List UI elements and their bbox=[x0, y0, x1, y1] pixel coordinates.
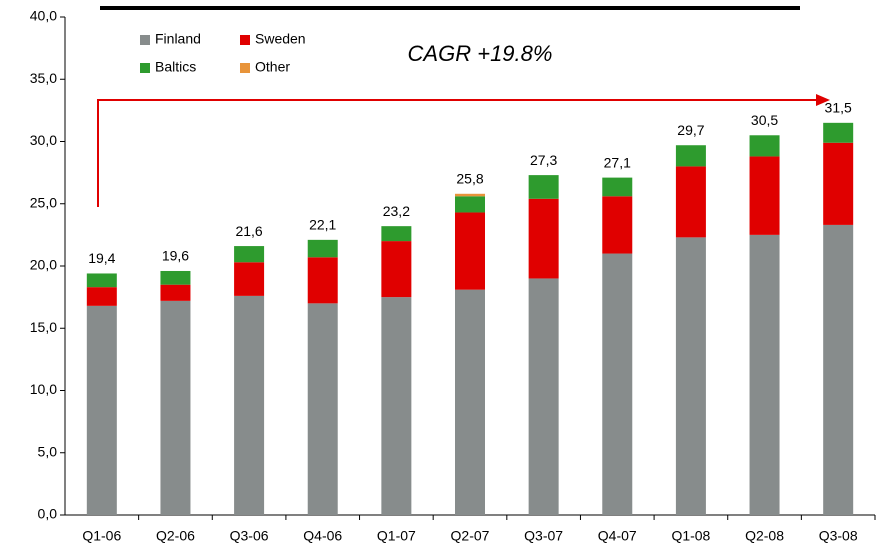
x-tick-label: Q2-06 bbox=[156, 528, 195, 544]
bar-segment bbox=[749, 135, 780, 157]
legend-label: Baltics bbox=[155, 59, 196, 75]
bar-segment bbox=[86, 287, 117, 306]
y-tick-label: 15,0 bbox=[30, 319, 57, 335]
legend-swatch bbox=[140, 63, 150, 73]
total-label: 31,5 bbox=[825, 100, 852, 116]
bar-segment bbox=[160, 300, 191, 515]
total-label: 19,4 bbox=[88, 250, 115, 266]
legend-swatch bbox=[240, 35, 250, 45]
bar-segment bbox=[455, 289, 485, 515]
total-label: 29,7 bbox=[677, 122, 704, 138]
y-tick-label: 5,0 bbox=[38, 443, 58, 459]
y-tick-label: 40,0 bbox=[30, 8, 57, 24]
bar-segment bbox=[455, 212, 485, 290]
bar-segment bbox=[528, 198, 559, 279]
bar-segment bbox=[160, 270, 191, 285]
bar-segment bbox=[307, 239, 338, 258]
x-tick-label: Q1-08 bbox=[671, 528, 710, 544]
x-tick-label: Q3-06 bbox=[230, 528, 269, 544]
total-label: 23,2 bbox=[383, 203, 410, 219]
bar-segment bbox=[307, 257, 338, 304]
bar-segment bbox=[381, 241, 412, 298]
bar-segment bbox=[234, 295, 265, 515]
bar-segment bbox=[602, 253, 633, 516]
total-label: 27,1 bbox=[604, 154, 631, 170]
bar-segment bbox=[455, 196, 485, 213]
y-tick-label: 35,0 bbox=[30, 70, 57, 86]
bar-segment bbox=[823, 224, 854, 516]
x-tick-label: Q2-08 bbox=[745, 528, 784, 544]
arrow-head bbox=[816, 94, 830, 106]
y-tick-label: 0,0 bbox=[38, 506, 58, 522]
bar-segment bbox=[160, 284, 191, 301]
x-tick-label: Q1-06 bbox=[82, 528, 121, 544]
bar-segment bbox=[381, 297, 412, 515]
bar-segment bbox=[86, 305, 117, 515]
bar-segment bbox=[749, 234, 780, 515]
bar-segment bbox=[381, 226, 412, 242]
bar-segment bbox=[749, 156, 780, 235]
annotation: CAGR +19.8% bbox=[408, 41, 553, 66]
x-tick-label: Q2-07 bbox=[451, 528, 490, 544]
legend-label: Sweden bbox=[255, 31, 306, 47]
y-tick-label: 20,0 bbox=[30, 257, 57, 273]
bar-segment bbox=[602, 196, 633, 254]
cagr-arrow bbox=[97, 99, 820, 207]
legend-swatch bbox=[140, 35, 150, 45]
x-tick-label: Q1-07 bbox=[377, 528, 416, 544]
total-label: 21,6 bbox=[235, 223, 262, 239]
total-label: 30,5 bbox=[751, 112, 778, 128]
bar-segment bbox=[234, 262, 265, 296]
y-tick-label: 30,0 bbox=[30, 132, 57, 148]
bar-segment bbox=[675, 237, 706, 516]
x-tick-label: Q4-06 bbox=[303, 528, 342, 544]
bar-segment bbox=[528, 175, 559, 199]
y-tick-label: 25,0 bbox=[30, 194, 57, 210]
total-label: 22,1 bbox=[309, 217, 336, 233]
x-tick-label: Q3-07 bbox=[524, 528, 563, 544]
bar-segment bbox=[675, 145, 706, 167]
x-tick-label: Q3-08 bbox=[819, 528, 858, 544]
bar-segment bbox=[528, 278, 559, 515]
bar-segment bbox=[86, 273, 117, 288]
x-tick-label: Q4-07 bbox=[598, 528, 637, 544]
total-label: 27,3 bbox=[530, 152, 557, 168]
bar-segment bbox=[234, 246, 265, 263]
bar-segment bbox=[455, 193, 485, 197]
legend-label: Other bbox=[255, 59, 290, 75]
y-tick-label: 10,0 bbox=[30, 381, 57, 397]
bar-segment bbox=[823, 122, 854, 143]
bar-segment bbox=[307, 303, 338, 515]
bar-segment bbox=[823, 142, 854, 225]
bar-segment bbox=[675, 166, 706, 238]
total-label: 25,8 bbox=[456, 170, 483, 186]
total-label: 19,6 bbox=[162, 248, 189, 264]
bar-segment bbox=[602, 177, 633, 197]
legend-label: Finland bbox=[155, 31, 201, 47]
legend-swatch bbox=[240, 63, 250, 73]
